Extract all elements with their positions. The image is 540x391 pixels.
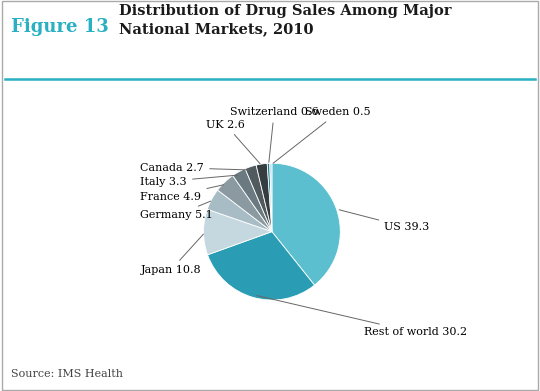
Wedge shape — [256, 163, 272, 231]
Text: Distribution of Drug Sales Among Major
National Markets, 2010: Distribution of Drug Sales Among Major N… — [119, 4, 451, 36]
Text: Sweden 0.5: Sweden 0.5 — [273, 108, 371, 163]
Wedge shape — [218, 176, 272, 231]
Text: France 4.9: France 4.9 — [140, 185, 224, 202]
Wedge shape — [207, 231, 314, 300]
Text: Canada 2.7: Canada 2.7 — [140, 163, 249, 173]
Wedge shape — [267, 163, 272, 231]
Text: Switzerland 0.6: Switzerland 0.6 — [230, 108, 319, 162]
Text: US 39.3: US 39.3 — [339, 210, 429, 232]
Wedge shape — [207, 190, 272, 231]
Wedge shape — [245, 165, 272, 231]
Wedge shape — [270, 163, 272, 231]
Wedge shape — [204, 209, 272, 255]
Text: Rest of world 30.2: Rest of world 30.2 — [256, 296, 467, 337]
Text: Japan 10.8: Japan 10.8 — [140, 234, 204, 275]
Text: Figure 13: Figure 13 — [11, 18, 109, 36]
Text: Italy 3.3: Italy 3.3 — [140, 175, 238, 187]
Wedge shape — [272, 163, 340, 285]
Wedge shape — [233, 169, 272, 231]
Text: Germany 5.1: Germany 5.1 — [140, 201, 213, 220]
Text: UK 2.6: UK 2.6 — [206, 120, 260, 164]
Text: Source: IMS Health: Source: IMS Health — [11, 369, 123, 379]
